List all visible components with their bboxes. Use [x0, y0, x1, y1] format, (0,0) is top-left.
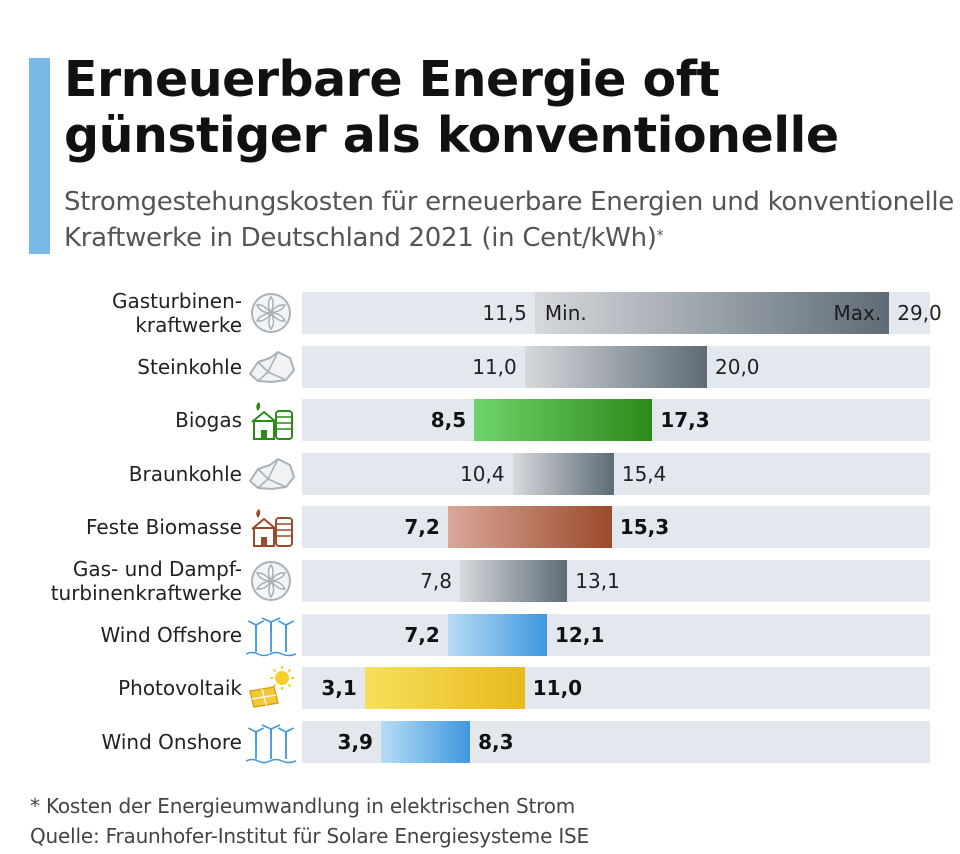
max-value-label: 8,3: [478, 729, 514, 754]
row-label: Braunkohle: [12, 462, 242, 486]
range-bar[interactable]: [447, 506, 612, 549]
coal-icon: [244, 344, 298, 390]
wind-turbines-icon: [244, 612, 298, 658]
source-note: Quelle: Fraunhofer-Institut für Solare E…: [30, 824, 589, 848]
max-value-label: 15,3: [619, 515, 670, 540]
row-label-line: turbinenkraftwerke: [50, 581, 242, 605]
bar-track: [302, 506, 930, 549]
bar-track: [302, 452, 930, 495]
max-value-label: 13,1: [575, 569, 620, 593]
range-bar[interactable]: [459, 560, 568, 602]
max-value-label: 11,0: [532, 676, 583, 701]
range-bar[interactable]: [447, 613, 548, 656]
chart-subtitle: Stromgestehungskosten für erneuerbare En…: [64, 184, 954, 256]
max-value-label: 12,1: [555, 622, 605, 647]
wind-turbines-icon: [244, 719, 298, 765]
bar-track: [302, 613, 930, 656]
min-value-label: 8,5: [430, 408, 467, 433]
max-label: Max.: [833, 301, 882, 325]
turbine-icon: [244, 290, 298, 336]
row-label: Wind Onshore: [12, 730, 242, 754]
row-label: Steinkohle: [12, 355, 242, 379]
max-value-label: 17,3: [660, 408, 710, 433]
min-value-label: 11,0: [472, 354, 517, 379]
row-label: Gas- und Dampf-turbinenkraftwerke: [12, 557, 242, 605]
footnote: * Kosten der Energieumwandlung in elektr…: [30, 794, 576, 818]
min-value-label: 3,9: [337, 729, 373, 754]
min-value-label: 3,1: [321, 676, 357, 701]
min-value-label: 7,2: [404, 515, 440, 540]
min-value-label: 11,5: [482, 301, 527, 325]
row-label-line: Gas- und Dampf-: [72, 557, 242, 581]
row-label-line: kraftwerke: [135, 313, 242, 337]
row-label: Biogas: [12, 408, 242, 432]
row-label: Feste Biomasse: [12, 515, 242, 539]
bar-track: [302, 560, 930, 602]
range-bar[interactable]: [524, 345, 707, 388]
max-value-label: 20,0: [715, 354, 760, 379]
min-label: Min.: [544, 301, 587, 325]
max-value-label: 29,0: [897, 301, 942, 325]
range-bar[interactable]: [380, 720, 471, 763]
row-label: Gasturbinen-kraftwerke: [12, 289, 242, 337]
range-bar[interactable]: [512, 452, 614, 495]
row-label-line: Photovoltaik: [118, 676, 242, 701]
min-value-label: 7,2: [404, 622, 440, 647]
subtitle-text: Stromgestehungskosten für erneuerbare En…: [64, 187, 955, 253]
row-label-line: Wind Offshore: [100, 622, 242, 647]
row-label: Photovoltaik: [12, 676, 242, 700]
chart-title: Erneuerbare Energie oft günstiger als ko…: [64, 51, 839, 164]
row-label-line: Wind Onshore: [101, 729, 242, 754]
accent-bar: [29, 58, 50, 254]
row-label: Wind Offshore: [12, 623, 242, 647]
range-bar[interactable]: [364, 667, 525, 710]
min-value-label: 7,8: [420, 569, 452, 593]
range-bar[interactable]: [474, 399, 653, 442]
max-value-label: 15,4: [621, 461, 667, 486]
row-label-line: Steinkohle: [137, 354, 242, 379]
subtitle-footnote-mark: *: [656, 228, 664, 244]
biogas-plant-icon: [244, 397, 298, 443]
coal-icon: [244, 451, 298, 497]
row-label-line: Biogas: [175, 408, 242, 433]
range-bar[interactable]: [534, 292, 890, 334]
solar-panel-icon: [244, 665, 298, 711]
min-value-label: 10,4: [460, 461, 505, 486]
turbine-icon: [244, 558, 298, 604]
row-label-line: Gasturbinen-: [111, 289, 242, 313]
row-label-line: Feste Biomasse: [85, 515, 242, 540]
row-label-line: Braunkohle: [128, 461, 242, 486]
biomass-plant-icon: [244, 504, 298, 550]
